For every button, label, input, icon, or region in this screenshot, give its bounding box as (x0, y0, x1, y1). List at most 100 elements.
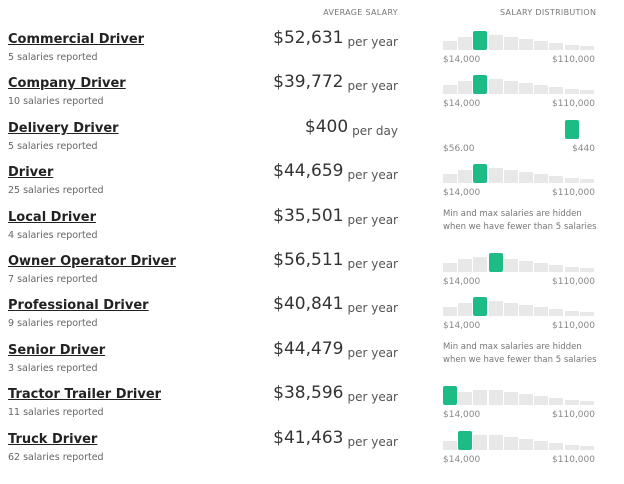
distribution-bar (534, 174, 549, 184)
highlight-bar (473, 31, 488, 50)
min-salary: $14,000 (443, 410, 481, 421)
highlight-bar (443, 386, 457, 406)
average-salary: $38,596 (273, 383, 344, 404)
distribution-bar (488, 434, 503, 450)
salaries-reported: 25 salaries reported (8, 185, 104, 197)
distribution-bar (564, 400, 579, 406)
average-salary: $44,479 (273, 338, 344, 359)
average-salary: $41,463 (273, 427, 344, 448)
job-title-link[interactable]: Delivery Driver (8, 120, 119, 136)
distribution-bar (443, 307, 457, 317)
distribution-bar (519, 172, 533, 184)
distribution-bar (564, 178, 579, 184)
average-salary: $40,841 (273, 294, 344, 315)
distribution-bar (503, 81, 518, 95)
distribution-bar (488, 390, 503, 406)
distribution-bar (443, 440, 457, 450)
distribution-bar (534, 396, 549, 406)
job-title-link[interactable]: Owner Operator Driver (8, 254, 176, 269)
distribution-bar (488, 79, 503, 95)
distribution-bar (443, 41, 457, 50)
distribution-bar (519, 83, 533, 95)
distribution-bar (458, 37, 473, 50)
distribution-bar (519, 438, 533, 450)
distribution-bar (519, 39, 533, 50)
distribution-bar (503, 392, 518, 406)
distribution-bar (549, 442, 564, 450)
pay-period: per year (347, 434, 398, 449)
salaries-reported: 7 salaries reported (8, 274, 98, 285)
distribution-bar (443, 85, 457, 95)
salaries-reported: 11 salaries reported (8, 407, 104, 419)
distribution-bar (534, 41, 549, 50)
pay-period: per year (347, 301, 398, 316)
distribution-bar (503, 303, 518, 317)
average-salary: $35,501 (273, 205, 344, 226)
min-salary: $56.00 (443, 143, 475, 154)
distribution-bar (443, 263, 457, 272)
job-title-link[interactable]: Company Driver (8, 76, 126, 92)
distribution-bar (473, 257, 488, 272)
header-average-salary: AVERAGE SALARY (323, 8, 398, 17)
salaries-reported: 3 salaries reported (8, 362, 98, 374)
distribution-bar (534, 263, 549, 272)
highlight-bar (458, 430, 473, 450)
salaries-reported: 10 salaries reported (8, 96, 104, 108)
highlight-bar (473, 297, 488, 317)
distribution-bar (534, 307, 549, 317)
distribution-bar (549, 265, 564, 272)
highlight-bar (488, 253, 503, 272)
pay-period: per year (347, 390, 398, 405)
distribution-bar (564, 89, 579, 95)
distribution-bar (519, 305, 533, 317)
job-title-link[interactable]: Local Driver (8, 209, 97, 225)
header-salary-distribution: SALARY DISTRIBUTION (500, 8, 597, 17)
max-salary: $110,000 (552, 55, 595, 65)
highlight-bar (473, 164, 488, 184)
job-title-link[interactable]: Tractor Trailer Driver (8, 387, 162, 403)
hidden-range-note: Min and max salaries are hidden when we … (443, 208, 597, 232)
min-salary: $14,000 (443, 277, 481, 287)
pay-period: per year (347, 168, 398, 183)
distribution-bar (534, 85, 549, 95)
average-salary: $39,772 (273, 72, 344, 93)
distribution-bar (458, 303, 473, 317)
salaries-reported: 5 salaries reported (8, 52, 98, 63)
distribution-bar (488, 168, 503, 184)
min-salary: $14,000 (443, 454, 481, 465)
job-title-link[interactable]: Professional Driver (8, 298, 149, 314)
distribution-bar (549, 176, 564, 184)
max-salary: $110,000 (552, 321, 595, 332)
distribution-bar (488, 35, 503, 50)
salaries-reported: 62 salaries reported (8, 451, 104, 463)
highlight-bar (473, 75, 488, 95)
pay-period: per year (347, 212, 398, 227)
distribution-bar (519, 261, 533, 272)
distribution-bar (579, 46, 594, 50)
distribution-bar (549, 398, 564, 406)
highlight-bar (564, 119, 579, 139)
job-title-link[interactable]: Commercial Driver (8, 32, 145, 47)
distribution-bar (534, 440, 549, 450)
distribution-bar (564, 311, 579, 317)
distribution-bar (549, 87, 564, 95)
average-salary: $56,511 (273, 250, 344, 270)
distribution-bar (579, 401, 594, 406)
max-salary: $440 (572, 143, 595, 154)
distribution-bar (473, 434, 488, 450)
pay-period: per year (347, 345, 398, 360)
salaries-reported: 4 salaries reported (8, 229, 98, 241)
job-title-link[interactable]: Driver (8, 165, 54, 181)
hidden-range-note: Min and max salaries are hidden when we … (443, 341, 597, 365)
average-salary: $52,631 (273, 28, 344, 48)
average-salary: $400 (304, 116, 349, 137)
salaries-reported: 5 salaries reported (8, 140, 98, 152)
distribution-bar (503, 37, 518, 50)
job-title-link[interactable]: Truck Driver (8, 431, 98, 447)
job-title-link[interactable]: Senior Driver (8, 342, 106, 358)
distribution-bar (503, 170, 518, 184)
max-salary: $110,000 (552, 454, 595, 465)
distribution-bar (503, 436, 518, 450)
pay-period: per year (347, 257, 398, 271)
distribution-bar (564, 444, 579, 450)
